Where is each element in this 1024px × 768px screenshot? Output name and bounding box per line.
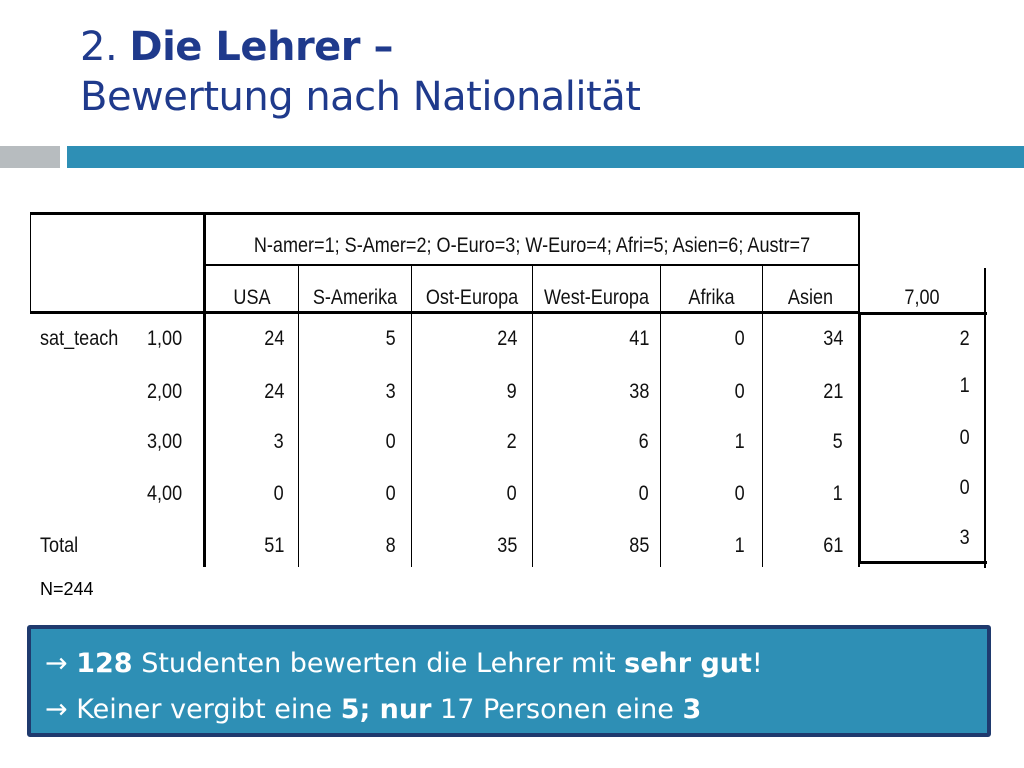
table-cell: 35	[496, 534, 517, 557]
table-cell: 21	[822, 380, 843, 403]
row-label: 4,00	[147, 482, 183, 505]
extra-col-left-edge	[860, 312, 861, 564]
table-cell: 1	[959, 374, 970, 397]
table-cell: 1	[734, 534, 745, 557]
table-cell: 41	[628, 327, 649, 350]
table-cell: 9	[506, 380, 517, 403]
table-cell: 51	[263, 534, 284, 557]
callout-line-2: → Keiner vergibt eine 5; nur 17 Personen…	[45, 687, 973, 733]
row-label: 3,00	[147, 430, 183, 453]
col-header-ost-europa: Ost-Europa	[425, 286, 519, 309]
crosstab-table: N-amer=1; S-Amer=2; O-Euro=3; W-Euro=4; …	[30, 212, 987, 568]
col-divider-6	[858, 264, 860, 567]
title-accent-bar-gray	[0, 146, 60, 168]
table-stub-divider	[203, 214, 206, 567]
extra-col-header-border	[860, 312, 987, 315]
table-cell: 5	[385, 327, 396, 350]
conclusion-callout: → 128 Studenten bewerten die Lehrer mit …	[27, 625, 991, 737]
table-cell: 38	[628, 380, 649, 403]
table-cell: 0	[506, 482, 517, 505]
header-bottom-border	[30, 311, 860, 314]
callout-count: 128	[76, 648, 133, 679]
callout-text: Keiner vergibt eine	[76, 694, 333, 725]
col-divider-1	[298, 264, 299, 567]
callout-rating: sehr gut	[624, 648, 752, 679]
row-label: 2,00	[147, 380, 183, 403]
col-divider-4	[660, 264, 661, 567]
table-cell: 0	[734, 380, 745, 403]
extra-col-bottom-border	[860, 561, 987, 564]
table-cell: 0	[734, 482, 745, 505]
row-variable-label: sat_teach	[40, 327, 119, 350]
table-cell: 3	[273, 430, 284, 453]
table-cell: 5	[832, 430, 843, 453]
col-header-asien: Asien	[787, 286, 834, 309]
table-top-border	[30, 212, 860, 215]
table-cell: 2	[959, 327, 970, 350]
table-cell: 0	[959, 476, 970, 499]
callout-bold-grade: 5; nur	[340, 694, 432, 725]
sample-size-note: N=244	[40, 579, 94, 599]
row-label-total: Total	[40, 534, 79, 557]
row-label: 1,00	[147, 327, 183, 350]
arrow-icon: →	[45, 648, 68, 679]
col-divider-5	[762, 264, 763, 567]
col-header-afrika: Afrika	[688, 286, 735, 309]
col-header-s-amerika: S-Amerika	[312, 286, 398, 309]
table-cell: 0	[734, 327, 745, 350]
callout-text: Studenten bewerten die Lehrer mit	[141, 648, 616, 679]
table-cell: 1	[734, 430, 745, 453]
table-cell: 2	[506, 430, 517, 453]
table-cell: 85	[628, 534, 649, 557]
col-divider-2	[411, 264, 412, 567]
table-cell: 34	[822, 327, 843, 350]
table-cell: 0	[385, 430, 396, 453]
col-divider-3	[532, 264, 533, 567]
table-cell: 6	[638, 430, 649, 453]
table-cell: 3	[959, 526, 970, 549]
callout-punct: !	[751, 648, 763, 679]
callout-text: 17 Personen eine	[440, 694, 674, 725]
title-number: 2.	[80, 24, 118, 70]
title-accent-bar-blue	[67, 146, 1024, 168]
table-left-border	[30, 214, 31, 312]
table-cell: 3	[385, 380, 396, 403]
table-cell: 24	[263, 380, 284, 403]
callout-bold-grade: 3	[682, 694, 702, 725]
table-right-border	[858, 214, 860, 266]
table-cell: 0	[959, 426, 970, 449]
col-header-west-europa: West-Europa	[543, 286, 650, 309]
extra-col-right-border	[984, 268, 986, 568]
callout-line-1: → 128 Studenten bewerten die Lehrer mit …	[45, 641, 973, 687]
table-cell: 8	[385, 534, 396, 557]
table-cell: 0	[273, 482, 284, 505]
col-header-usa: USA	[233, 286, 271, 309]
arrow-icon: →	[45, 694, 68, 725]
table-cell: 0	[638, 482, 649, 505]
title-bold: Die Lehrer –	[129, 24, 393, 70]
table-cell: 0	[385, 482, 396, 505]
group-header: N-amer=1; S-Amer=2; O-Euro=3; W-Euro=4; …	[253, 234, 811, 257]
table-cell: 24	[496, 327, 517, 350]
table-cell: 24	[263, 327, 284, 350]
table-cell: 61	[822, 534, 843, 557]
title-subtitle: Bewertung nach Nationalität	[80, 74, 641, 120]
table-cell: 1	[832, 482, 843, 505]
slide-title: 2. Die Lehrer – Bewertung nach Nationali…	[80, 22, 641, 122]
col-header-7: 7,00	[904, 286, 940, 309]
